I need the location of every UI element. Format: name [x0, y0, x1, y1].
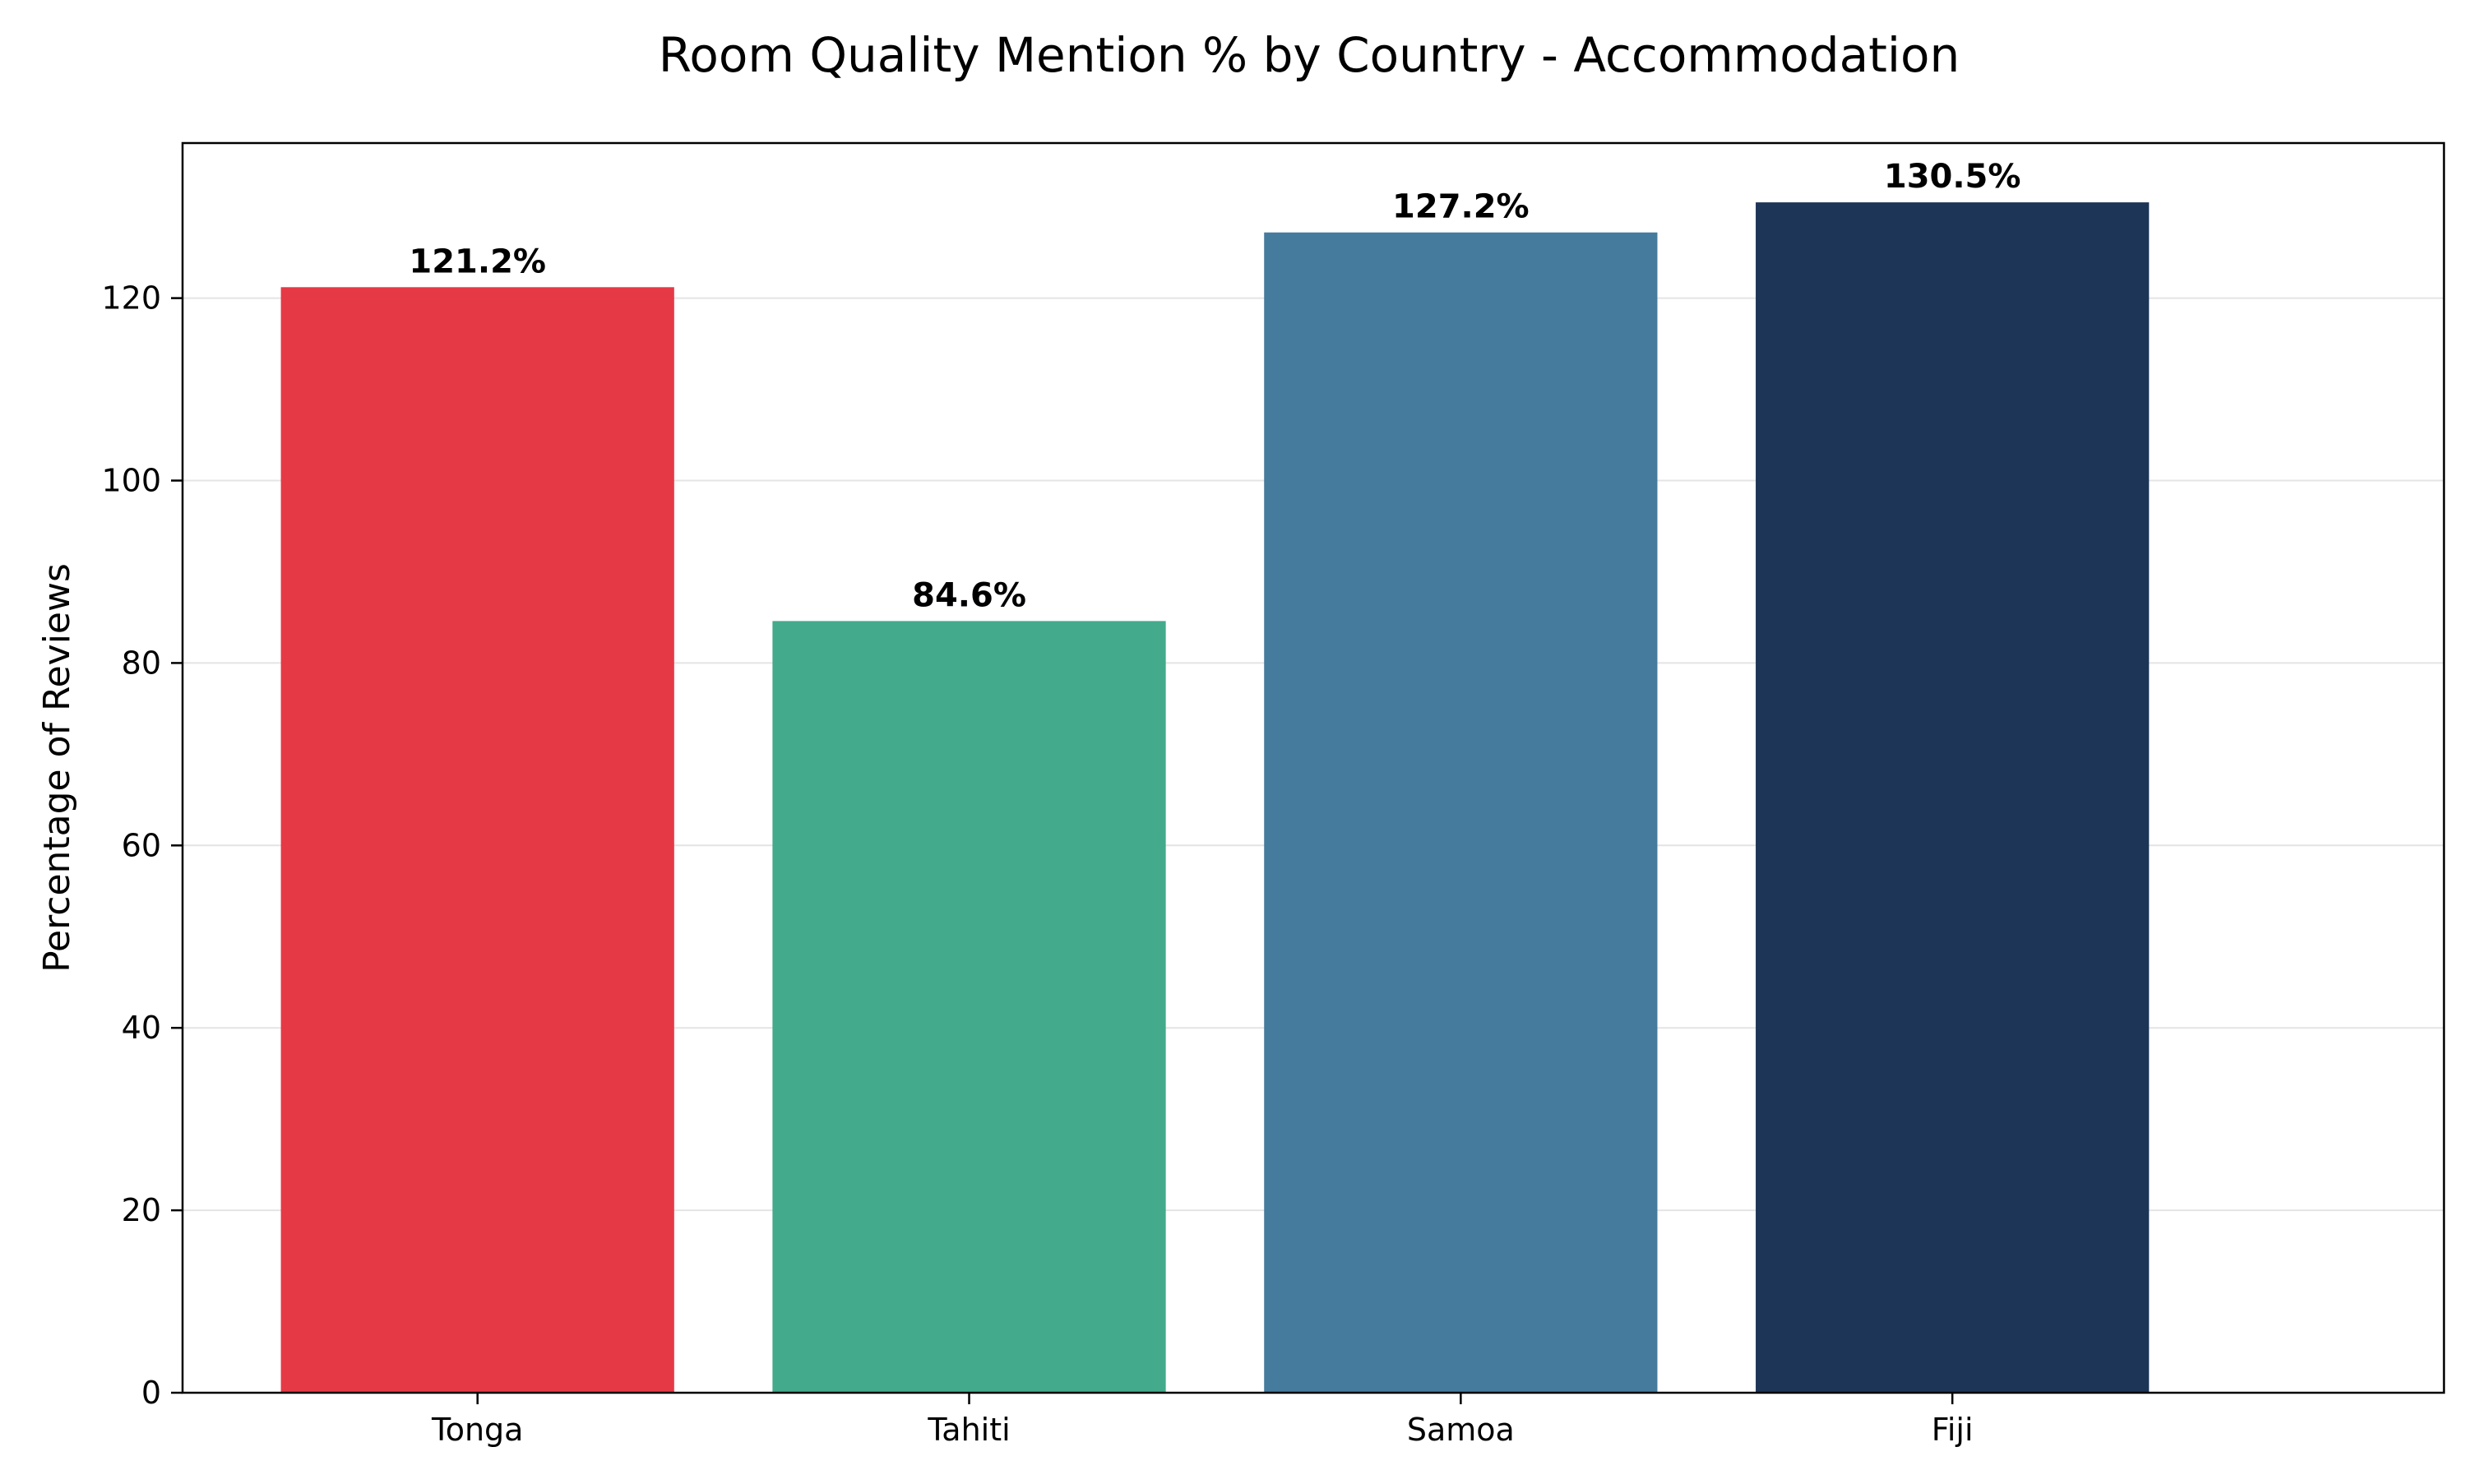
bar-tonga	[280, 287, 674, 1393]
x-tick-label-samoa: Samoa	[1407, 1412, 1515, 1448]
y-axis-ticks: 0 20 40 60 80 100 120	[101, 280, 183, 1411]
bar-tahiti	[772, 621, 1166, 1393]
y-tick-label: 100	[101, 463, 161, 499]
data-label-tonga: 121.2%	[409, 243, 546, 280]
y-tick-label: 80	[122, 645, 161, 681]
data-label-fiji: 130.5%	[1884, 158, 2021, 196]
plot-area-frame	[181, 141, 2446, 1394]
bar-samoa	[1264, 232, 1658, 1393]
bars	[280, 202, 2150, 1393]
x-tick-label-tahiti: Tahiti	[927, 1412, 1010, 1448]
y-tick-label: 120	[101, 280, 161, 317]
x-tick-label-fiji: Fiji	[1932, 1412, 1974, 1448]
y-tick-label: 0	[141, 1375, 161, 1411]
y-tick-label: 60	[122, 827, 161, 863]
y-axis-label: Percentage of Reviews	[36, 563, 78, 973]
x-axis-ticks: Tonga Tahiti Samoa Fiji	[431, 1393, 1974, 1448]
chart-title: Room Quality Mention % by Country - Acco…	[659, 27, 1960, 83]
data-label-samoa: 127.2%	[1392, 188, 1530, 226]
data-label-tahiti: 84.6%	[912, 576, 1026, 614]
x-tick-label-tonga: Tonga	[431, 1412, 524, 1448]
y-tick-label: 20	[122, 1192, 161, 1228]
bar-fiji	[1756, 202, 2150, 1393]
data-labels: 121.2% 84.6% 127.2% 130.5%	[409, 158, 2020, 614]
y-tick-label: 40	[122, 1010, 161, 1046]
